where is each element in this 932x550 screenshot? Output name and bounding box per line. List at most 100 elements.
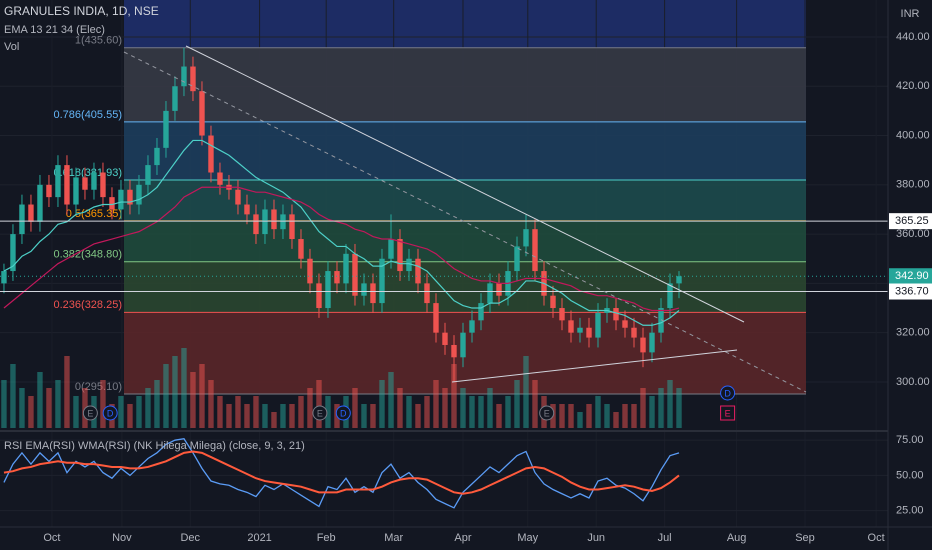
candle-body: [433, 303, 439, 333]
candle-body: [199, 91, 205, 136]
volume-bar: [514, 380, 520, 428]
candle-body: [217, 172, 223, 185]
volume-bar: [469, 396, 475, 428]
volume-bar: [451, 364, 457, 428]
candle-body: [514, 246, 520, 272]
volume-bar: [424, 396, 430, 428]
candle-body: [82, 177, 88, 190]
rsi-title: RSI EMA(RSI) WMA(RSI) (NK Hilega Milega)…: [4, 440, 305, 452]
volume-bar: [208, 380, 214, 428]
volume-bar: [127, 404, 133, 428]
event-label: D: [107, 408, 114, 418]
volume-bar: [10, 364, 16, 428]
volume-bar: [460, 388, 466, 428]
event-label: E: [317, 408, 323, 418]
volume-bar: [316, 380, 322, 428]
volume-bar: [586, 404, 592, 428]
candle-body: [559, 308, 565, 321]
fib-label: 0.236(328.25): [54, 299, 123, 311]
y-tick-label: 380.00: [896, 179, 930, 191]
candle-body: [496, 283, 502, 296]
candle-body: [469, 320, 475, 333]
volume-bar: [28, 396, 34, 428]
event-label: D: [724, 388, 731, 398]
candle-body: [28, 204, 34, 222]
event-label: E: [544, 408, 550, 418]
candle-body: [397, 239, 403, 272]
y-tick-label: 360.00: [896, 228, 930, 240]
x-tick-label: May: [517, 532, 538, 544]
candle-body: [208, 135, 214, 173]
candle-body: [676, 276, 682, 284]
rsi-line: [3, 450, 680, 495]
volume-bar: [622, 404, 628, 428]
candle-body: [478, 303, 484, 321]
volume-bar: [73, 396, 79, 428]
volume-bar: [244, 404, 250, 428]
volume-bar: [442, 388, 448, 428]
candle-body: [568, 320, 574, 333]
volume-bar: [235, 396, 241, 428]
event-marker: [539, 405, 555, 421]
candle-body: [91, 172, 97, 190]
volume-bar: [667, 380, 673, 428]
candle-body: [622, 320, 628, 328]
x-tick-label: Dec: [180, 532, 200, 544]
volume-bar: [433, 380, 439, 428]
fib-label: 0.382(348.80): [54, 249, 123, 261]
candle-body: [487, 283, 493, 304]
candle-body: [613, 308, 619, 321]
candle-body: [235, 189, 241, 205]
event-marker: [82, 405, 98, 421]
candle-body: [460, 332, 466, 358]
volume-bar: [118, 396, 124, 428]
volume-bar: [604, 404, 610, 428]
y-tick-label: 440.00: [896, 31, 930, 43]
volume-bar: [271, 412, 277, 428]
candle-body: [37, 184, 43, 222]
price-tag: [889, 213, 932, 230]
x-tick-label: Oct: [868, 532, 885, 544]
candle-body: [46, 184, 52, 198]
candle-body: [352, 253, 358, 296]
candle-body: [262, 209, 268, 235]
candle-body: [298, 239, 304, 259]
y-tick-label: 420.00: [896, 80, 930, 92]
fib-label: 0.5(365.35): [66, 208, 122, 220]
candle-body: [136, 184, 142, 205]
volume-bar: [505, 396, 511, 428]
volume-bar: [640, 388, 646, 428]
y-tick-label: 320.00: [896, 327, 930, 339]
candle-body: [388, 239, 394, 259]
y-tick-label: 300.00: [896, 376, 930, 388]
candle-body: [532, 229, 538, 272]
x-tick-label: Oct: [43, 532, 60, 544]
candle-body: [190, 66, 196, 92]
candle-body: [370, 283, 376, 304]
trend-line-dashed: [123, 51, 807, 393]
rsi-tick-label: 75.00: [896, 434, 924, 446]
volume-bar: [163, 364, 169, 428]
volume-bar: [1, 380, 7, 428]
x-tick-label: Nov: [112, 532, 132, 544]
candle-body: [586, 327, 592, 338]
event-label: E: [87, 408, 93, 418]
chart-title: GRANULES INDIA, 1D, NSE: [4, 4, 159, 18]
volume-bar: [37, 372, 43, 428]
candle-body: [118, 189, 124, 210]
volume-bar: [523, 356, 529, 428]
x-tick-label: Mar: [384, 532, 403, 544]
candle-body: [667, 283, 673, 309]
candle-body: [64, 165, 70, 205]
volume-bar: [361, 404, 367, 428]
candle-body: [577, 327, 583, 333]
volume-bar: [253, 396, 259, 428]
volume-bar: [352, 388, 358, 428]
candle-body: [406, 258, 412, 272]
candle-body: [658, 308, 664, 333]
candle-body: [154, 147, 160, 166]
volume-bar: [406, 396, 412, 428]
event-label: D: [340, 408, 347, 418]
candle-body: [253, 214, 259, 235]
